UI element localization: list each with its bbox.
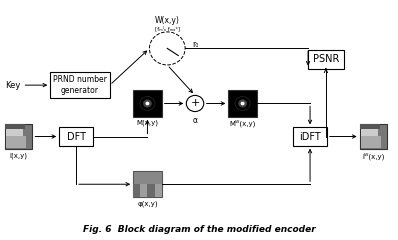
Ellipse shape bbox=[145, 102, 149, 105]
Text: Iᵂ(x,y): Iᵂ(x,y) bbox=[362, 152, 385, 160]
Text: I(x,y): I(x,y) bbox=[10, 152, 27, 159]
Bar bbox=[6, 127, 23, 137]
Text: M(x,y): M(x,y) bbox=[137, 120, 158, 126]
Circle shape bbox=[149, 32, 185, 65]
Bar bbox=[228, 90, 257, 117]
Bar bbox=[361, 124, 380, 129]
Text: +: + bbox=[190, 98, 200, 108]
Text: α: α bbox=[193, 116, 197, 125]
Text: r₀: r₀ bbox=[192, 40, 199, 49]
Bar bbox=[6, 136, 26, 148]
Text: iDFT: iDFT bbox=[299, 132, 321, 142]
Text: W(x,y): W(x,y) bbox=[155, 17, 180, 25]
Bar bbox=[50, 72, 110, 98]
Bar bbox=[133, 171, 162, 198]
Bar bbox=[59, 127, 93, 146]
Text: PRND number
generator: PRND number generator bbox=[53, 75, 107, 95]
Bar bbox=[5, 124, 32, 149]
Ellipse shape bbox=[238, 99, 247, 108]
Text: Mᵂ(x,y): Mᵂ(x,y) bbox=[229, 120, 256, 127]
Bar bbox=[6, 124, 25, 129]
Text: DFT: DFT bbox=[66, 132, 86, 142]
Ellipse shape bbox=[143, 99, 152, 108]
Ellipse shape bbox=[241, 102, 245, 105]
Bar bbox=[133, 184, 140, 198]
Circle shape bbox=[186, 96, 204, 112]
Bar bbox=[154, 184, 162, 198]
Bar bbox=[308, 50, 344, 69]
Text: [fₘᴵₙ fₘₐˣ]: [fₘᴵₙ fₘₐˣ] bbox=[155, 25, 180, 31]
Bar bbox=[360, 124, 387, 149]
Bar bbox=[361, 136, 380, 148]
Bar bbox=[147, 184, 154, 198]
Bar bbox=[140, 184, 147, 198]
Bar bbox=[293, 127, 327, 146]
Bar bbox=[133, 90, 162, 117]
Text: Key: Key bbox=[5, 81, 20, 90]
Text: PSNR: PSNR bbox=[313, 54, 339, 64]
Text: φ(x,y): φ(x,y) bbox=[137, 200, 158, 207]
Text: Fig. 6  Block diagram of the modified encoder: Fig. 6 Block diagram of the modified enc… bbox=[83, 225, 315, 234]
Bar bbox=[361, 127, 378, 137]
